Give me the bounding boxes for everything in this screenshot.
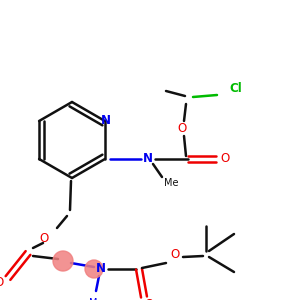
Text: N: N	[101, 115, 111, 128]
Circle shape	[85, 260, 103, 278]
Text: O: O	[144, 298, 154, 300]
Text: O: O	[220, 152, 230, 166]
Text: Cl: Cl	[230, 82, 242, 95]
Text: N: N	[143, 152, 153, 166]
Text: Me: Me	[89, 298, 103, 300]
Text: O: O	[177, 122, 187, 134]
Text: O: O	[39, 232, 49, 244]
Circle shape	[53, 251, 73, 271]
Text: N: N	[96, 262, 106, 275]
Text: O: O	[170, 248, 180, 262]
Text: Me: Me	[164, 178, 178, 188]
Text: O: O	[0, 277, 4, 290]
